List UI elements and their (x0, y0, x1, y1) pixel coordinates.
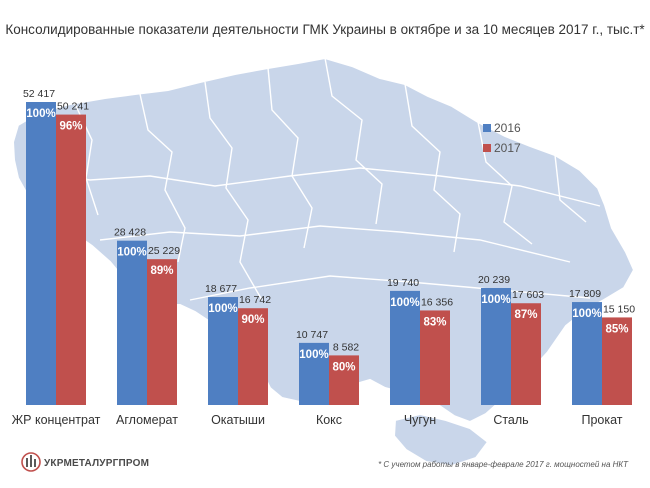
legend: 2016 2017 (483, 121, 521, 155)
percent-labels: 100% 96% 100% 89% 100% 90% 100% 80% 100% 83% 100% 8… (26, 108, 628, 373)
ukraine-map-background (11, 56, 636, 468)
bar-2016-6 (481, 288, 511, 405)
value-label-2016-2: 28 428 (114, 227, 146, 239)
category-label-7: Прокат (581, 413, 622, 427)
legend-label-2017: 2017 (494, 141, 521, 155)
value-label-2017-3: 16 742 (239, 294, 271, 306)
bar-2016-2 (117, 240, 147, 405)
percent-label-2016-4: 100% (299, 349, 328, 361)
percent-label-2016-3: 100% (208, 303, 237, 315)
value-label-2017-1: 50 241 (57, 101, 89, 113)
value-label-2017-4: 8 582 (333, 341, 359, 353)
bar-2016-1 (26, 102, 56, 405)
bar-2017-1 (56, 114, 86, 405)
bar-2016-3 (208, 297, 238, 405)
bar-2016-5 (390, 290, 420, 405)
category-label-6: Сталь (493, 413, 528, 427)
value-label-2017-6: 17 603 (512, 289, 544, 301)
logo-name: УКРМЕТАЛУРГПРОМ (44, 458, 149, 469)
percent-label-2017-3: 90% (241, 314, 264, 326)
category-label-5: Чугун (404, 413, 436, 427)
percent-label-2017-1: 96% (59, 121, 82, 133)
publisher-logo: УКРМЕТАЛУРГПРОМ (21, 452, 149, 472)
category-label-2: Агломерат (116, 413, 178, 427)
crimea-shape (392, 412, 490, 468)
bar-2017-7 (602, 317, 632, 405)
category-label-4: Кокс (316, 413, 342, 427)
percent-label-2016-5: 100% (390, 297, 419, 309)
legend-swatch-2017 (483, 144, 491, 152)
percent-label-2017-2: 89% (150, 265, 173, 277)
value-label-2016-6: 20 239 (478, 274, 510, 286)
percent-label-2016-7: 100% (572, 308, 601, 320)
percent-label-2017-6: 87% (514, 309, 537, 321)
category-label-1: ЖР концентрат (12, 413, 101, 427)
value-label-2016-4: 10 747 (296, 329, 328, 341)
legend-swatch-2016 (483, 124, 491, 132)
bar-2017-4 (329, 355, 359, 405)
value-label-2016-3: 18 677 (205, 283, 237, 295)
series-2017-bars (56, 114, 632, 405)
percent-label-2016-2: 100% (117, 247, 146, 259)
bar-2017-3 (238, 308, 268, 405)
percent-label-2017-5: 83% (423, 316, 446, 328)
map-region-borders (29, 57, 601, 301)
bar-2017-5 (420, 310, 450, 405)
chart-title: Консолидированные показатели деятельност… (5, 22, 645, 37)
footnote: * С учетом работы в январе-феврале 2017 … (378, 460, 629, 469)
legend-label-2016: 2016 (494, 121, 521, 135)
percent-label-2016-6: 100% (481, 294, 510, 306)
bar-2017-2 (147, 259, 177, 405)
value-label-2016-7: 17 809 (569, 288, 601, 300)
value-label-2017-7: 15 150 (603, 303, 635, 315)
bar-2016-4 (299, 342, 329, 405)
bar-2017-6 (511, 303, 541, 405)
category-labels: ЖР концентрат Агломерат Окатыши Кокс Чугун Ст… (12, 413, 623, 427)
percent-label-2017-4: 80% (332, 361, 355, 373)
category-label-3: Окатыши (211, 413, 265, 427)
series-2016-bars (26, 102, 602, 405)
value-label-2016-5: 19 740 (387, 277, 419, 289)
value-label-2016-1: 52 417 (23, 88, 55, 100)
bar-2016-7 (572, 302, 602, 405)
value-label-2017-5: 16 356 (421, 296, 453, 308)
percent-label-2017-7: 85% (605, 323, 628, 335)
value-label-2017-2: 25 229 (148, 245, 180, 257)
ukrmetalurgprom-logo-icon (21, 452, 41, 472)
percent-label-2016-1: 100% (26, 108, 55, 120)
